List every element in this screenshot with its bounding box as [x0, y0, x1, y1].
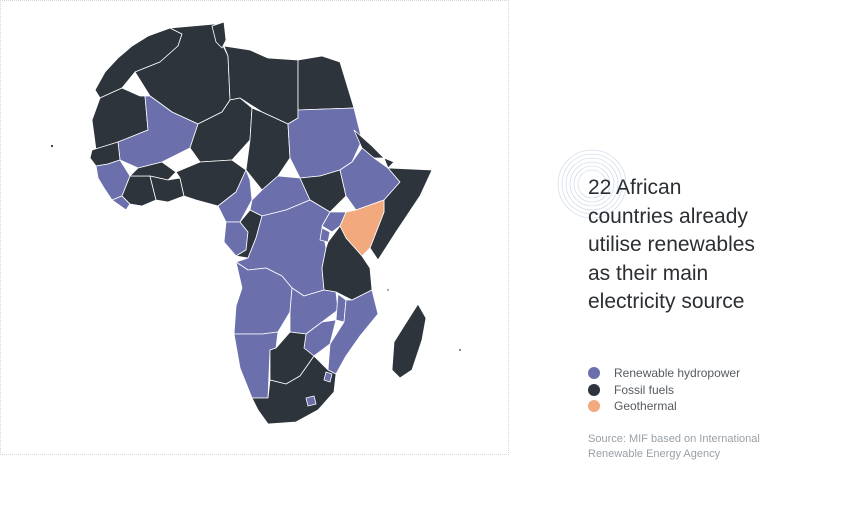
headline-line: utilise renewables — [588, 233, 755, 256]
ring-lines — [557, 149, 627, 219]
headline-line: electricity source — [588, 290, 745, 313]
source-line: Source: MIF based on International — [588, 433, 760, 445]
legend-dot — [588, 367, 600, 380]
region-tanzania — [321, 225, 373, 301]
source-note: Source: MIF based on International Renew… — [588, 432, 760, 461]
map-frame — [0, 0, 509, 455]
region-djibouti — [383, 157, 395, 169]
legend-dot — [588, 400, 600, 413]
source-line: Renewable Energy Agency — [588, 447, 721, 460]
legend-label: Geothermal — [614, 399, 677, 414]
region-zambia — [289, 287, 339, 335]
region-eswatini — [323, 371, 333, 383]
headline-line: as their main — [588, 261, 709, 285]
legend-label: Renewable hydropower — [614, 366, 741, 381]
legend: Renewable hydropower Fossil fuels Geothe… — [588, 365, 740, 415]
africa-map — [50, 21, 462, 425]
region-angola — [233, 261, 293, 335]
region-somalia — [369, 167, 433, 261]
legend-dot — [588, 383, 600, 396]
region-eritrea — [353, 129, 385, 159]
legend-label: Fossil fuels — [614, 382, 675, 397]
ring-decoration — [557, 149, 627, 219]
island-comoros — [386, 288, 390, 292]
headline-line: countries already — [588, 204, 748, 228]
legend-item-geothermal: Geothermal — [588, 398, 740, 415]
legend-item-fossil: Fossil fuels — [588, 382, 740, 399]
island-mauritius — [458, 348, 462, 352]
island-cape-verde — [50, 144, 54, 148]
headline-line: 22 African — [588, 176, 682, 199]
region-madagascar — [391, 303, 427, 379]
region-south-africa — [251, 355, 337, 425]
legend-item-hydropower: Renewable hydropower — [588, 365, 740, 382]
region-lesotho — [305, 395, 317, 407]
headline: 22 African countries already utilise ren… — [588, 174, 838, 317]
region-tunisia — [211, 21, 227, 49]
region-cameroon — [217, 169, 253, 223]
region-egypt — [297, 55, 355, 111]
